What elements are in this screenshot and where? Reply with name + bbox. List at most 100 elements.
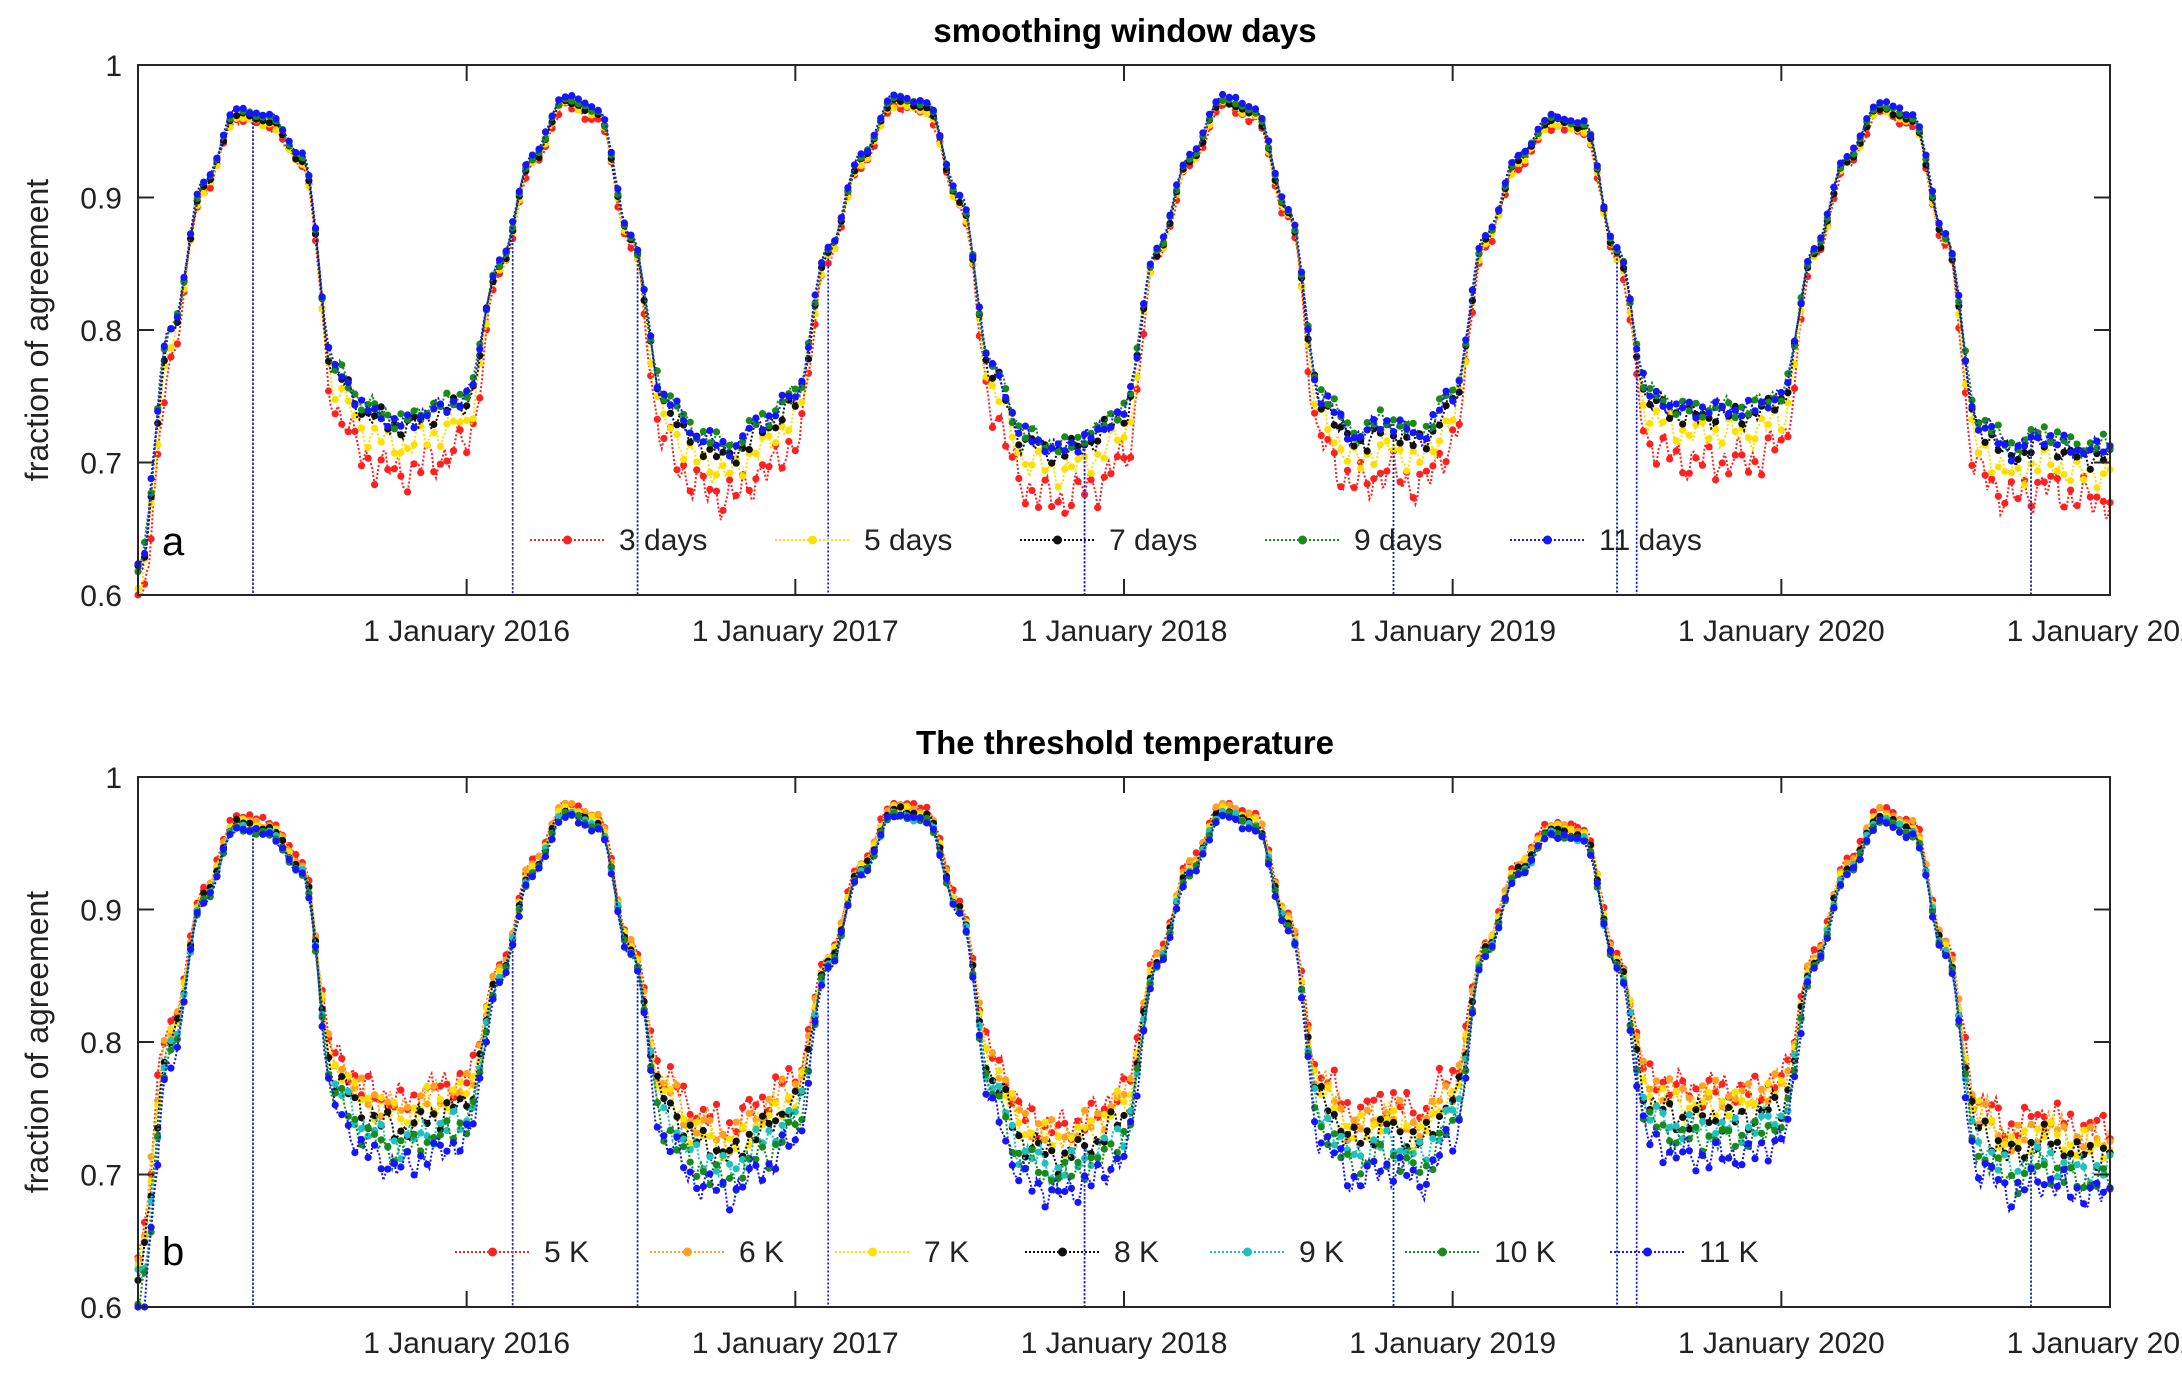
data-point [410, 1130, 418, 1138]
data-point [2067, 433, 2075, 441]
data-point [1797, 299, 1805, 307]
data-point [1232, 93, 1240, 101]
data-point [417, 1129, 425, 1137]
data-point [726, 1146, 734, 1154]
data-point [1100, 1110, 1108, 1118]
data-point [436, 442, 444, 450]
data-point [338, 384, 346, 392]
data-point [1758, 1129, 1766, 1137]
data-point [1409, 429, 1417, 437]
data-point [1705, 409, 1713, 417]
y-axis-label-b: fraction of agreement [19, 891, 55, 1194]
data-point [1199, 850, 1207, 858]
data-point [1784, 379, 1792, 387]
data-point [541, 852, 550, 861]
data-point [850, 878, 859, 886]
data-point [982, 350, 990, 358]
data-point [226, 111, 234, 119]
data-point [1442, 402, 1450, 410]
data-point [857, 871, 865, 879]
data-point [1403, 1171, 1411, 1180]
data-point [1685, 469, 1693, 477]
data-point [739, 1174, 747, 1182]
data-point [1718, 1126, 1726, 1134]
data-point [1370, 1136, 1378, 1144]
data-point [1501, 179, 1509, 187]
data-point [1311, 400, 1319, 408]
data-point [969, 253, 977, 261]
data-point [1442, 387, 1450, 395]
panel-b: The threshold temperature fraction of ag… [19, 724, 2182, 1360]
data-point [1771, 1070, 1779, 1078]
data-point [1232, 815, 1240, 824]
data-point [680, 1082, 688, 1090]
data-point [180, 273, 188, 281]
data-point [1061, 1158, 1069, 1166]
data-point [351, 1094, 359, 1102]
data-point [1337, 445, 1345, 453]
data-point [1659, 1109, 1667, 1117]
data-point [311, 224, 320, 232]
data-point [1915, 123, 1923, 131]
data-point [949, 182, 957, 190]
data-point [397, 422, 405, 430]
data-point [1698, 403, 1707, 411]
data-point [2034, 1125, 2042, 1134]
data-point [2007, 457, 2015, 465]
data-point [430, 468, 438, 476]
data-point [2040, 441, 2048, 449]
data-point [1455, 420, 1463, 428]
data-point [844, 184, 852, 192]
data-point [712, 441, 721, 449]
data-point [1659, 1084, 1667, 1092]
data-point [1567, 834, 1575, 842]
data-point [357, 462, 366, 470]
data-point [896, 93, 905, 101]
data-point [1449, 1147, 1457, 1155]
data-point [1350, 1123, 1358, 1131]
data-point [607, 148, 615, 156]
data-point [1659, 418, 1667, 426]
data-point [1646, 440, 1654, 448]
data-point [1843, 859, 1851, 867]
data-point [1764, 1122, 1772, 1130]
data-point [417, 413, 425, 421]
data-point [1034, 436, 1043, 444]
data-point [647, 1066, 655, 1074]
data-point [1784, 370, 1792, 378]
data-point [1140, 1027, 1148, 1035]
data-point [1054, 498, 1062, 506]
data-point [1113, 1155, 1121, 1163]
data-point [272, 837, 280, 845]
data-point [1396, 439, 1404, 447]
data-point [785, 1142, 793, 1150]
data-point [1698, 1151, 1707, 1160]
data-point [1646, 401, 1654, 409]
data-point [1330, 439, 1338, 447]
data-point [259, 830, 267, 838]
data-point [995, 1118, 1003, 1126]
data-point [2014, 464, 2022, 472]
data-point [739, 432, 747, 440]
data-point [1409, 1166, 1417, 1174]
data-point [403, 1103, 412, 1111]
data-point [758, 461, 767, 469]
data-point [719, 462, 727, 470]
data-point [384, 465, 392, 474]
data-point [1672, 400, 1680, 408]
data-point [1896, 820, 1904, 828]
data-point [344, 428, 352, 436]
data-point [2014, 495, 2022, 503]
legend-swatch-marker [1643, 1247, 1652, 1257]
data-point [2099, 448, 2107, 456]
data-point [1028, 1146, 1036, 1154]
data-point [765, 432, 773, 440]
data-point [1087, 469, 1095, 477]
data-point [2007, 1133, 2015, 1141]
data-point [1738, 403, 1746, 411]
data-point [463, 402, 471, 410]
legend-item: 7 days [1020, 524, 1197, 557]
data-point [344, 384, 352, 392]
data-point [1008, 408, 1016, 416]
data-point [1909, 111, 1917, 119]
